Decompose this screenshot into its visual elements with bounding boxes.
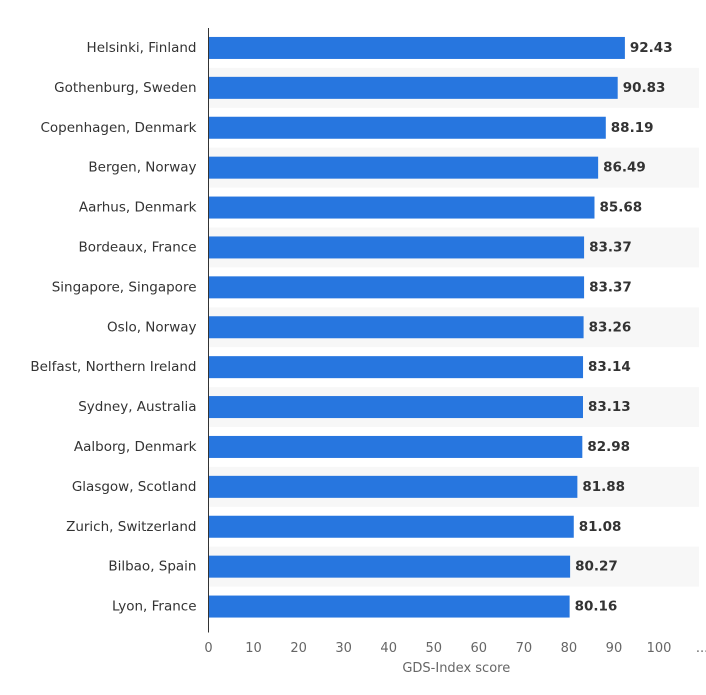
bar[interactable] <box>208 316 584 339</box>
bar[interactable] <box>208 515 574 538</box>
category-label: Bilbao, Spain <box>108 559 196 575</box>
category-label: Gothenburg, Sweden <box>54 80 196 96</box>
value-label: 92.43 <box>630 40 673 56</box>
category-label: Glasgow, Scotland <box>72 479 197 495</box>
bar[interactable] <box>208 76 618 99</box>
bar[interactable] <box>208 156 599 179</box>
category-label: Aarhus, Denmark <box>79 200 197 216</box>
value-label: 85.68 <box>599 200 642 216</box>
x-axis-title: GDS-Index score <box>402 661 510 676</box>
bar[interactable] <box>208 396 584 419</box>
bars-group <box>208 36 625 618</box>
category-labels: Helsinki, Finland Gothenburg, Sweden Copen… <box>30 40 196 615</box>
bar[interactable] <box>208 555 571 578</box>
x-tick-label: 0 <box>204 641 212 656</box>
category-label: Singapore, Singapore <box>52 279 197 295</box>
bar[interactable] <box>208 116 606 139</box>
x-tick-label: 70 <box>516 641 533 656</box>
value-label: 83.13 <box>588 399 631 415</box>
category-label: Bergen, Norway <box>88 160 196 176</box>
category-label: Belfast, Northern Ireland <box>30 359 196 375</box>
bar[interactable] <box>208 475 578 498</box>
bar[interactable] <box>208 36 625 59</box>
value-label: 80.16 <box>575 599 618 615</box>
category-label: Lyon, France <box>112 599 197 615</box>
category-label: Zurich, Switzerland <box>66 519 196 535</box>
category-label: Copenhagen, Denmark <box>40 120 196 136</box>
x-tick-label: 60 <box>471 641 488 656</box>
bar[interactable] <box>208 356 584 379</box>
x-tick-overflow-label: ... <box>696 641 706 656</box>
value-label: 88.19 <box>611 120 654 136</box>
category-label: Sydney, Australia <box>78 399 196 415</box>
x-tick-label: 100 <box>647 641 672 656</box>
category-label: Aalborg, Denmark <box>74 439 197 455</box>
value-label: 83.37 <box>589 279 632 295</box>
category-label: Oslo, Norway <box>107 319 196 335</box>
bar[interactable] <box>208 236 585 259</box>
value-label: 83.14 <box>588 359 631 375</box>
bar[interactable] <box>208 196 595 219</box>
value-label: 83.26 <box>589 319 632 335</box>
value-label: 83.37 <box>589 239 632 255</box>
x-tick-label: 50 <box>425 641 442 656</box>
x-axis-ticks: 0 10 20 30 40 50 60 70 80 90 100... <box>204 641 706 656</box>
category-label: Helsinki, Finland <box>87 40 197 56</box>
value-label: 86.49 <box>603 160 646 176</box>
x-tick-label: 30 <box>335 641 352 656</box>
value-label: 82.98 <box>587 439 630 455</box>
value-label: 81.08 <box>579 519 622 535</box>
value-labels: 92.43 90.83 88.19 86.49 85.68 83.37 83.37 83.26… <box>575 40 673 615</box>
value-label: 90.83 <box>623 80 666 96</box>
bar[interactable] <box>208 276 585 299</box>
bar[interactable] <box>208 435 583 458</box>
category-label: Bordeaux, France <box>79 239 197 255</box>
value-label: 80.27 <box>575 559 618 575</box>
value-label: 81.88 <box>582 479 625 495</box>
bar[interactable] <box>208 595 570 618</box>
x-tick-label: 80 <box>561 641 578 656</box>
x-tick-label: 90 <box>606 641 623 656</box>
x-tick-label: 10 <box>245 641 262 656</box>
x-tick-label: 40 <box>380 641 397 656</box>
x-tick-label: 20 <box>290 641 307 656</box>
